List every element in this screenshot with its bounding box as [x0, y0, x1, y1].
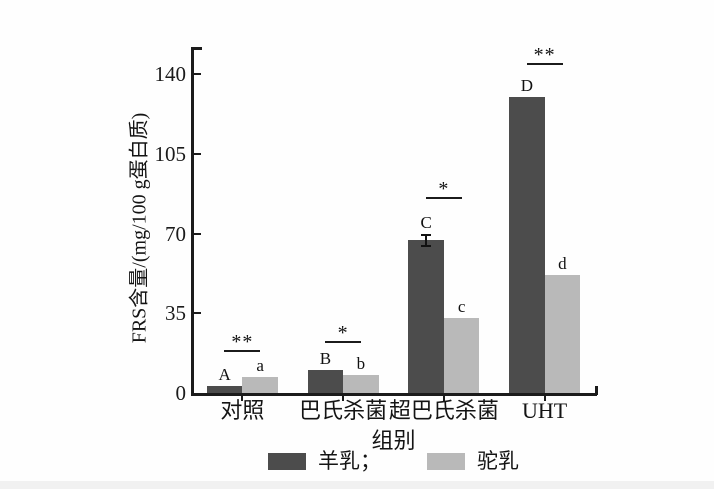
legend-label-goat-milk: 羊乳；	[318, 449, 381, 473]
bar-驼乳-UHT	[544, 274, 581, 393]
legend-label-camel-milk: 驼乳	[477, 449, 519, 473]
bar-letter-C: C	[420, 212, 432, 232]
bar-羊乳-UHT	[509, 96, 545, 393]
significance-marker: *	[438, 178, 450, 201]
bar-letter-D: D	[520, 75, 534, 95]
y-axis-end-cap	[191, 47, 202, 50]
error-bar-stem	[425, 233, 428, 248]
legend-entry-camel-milk: 驼乳	[427, 451, 519, 472]
error-bar-cap-bottom	[421, 245, 432, 248]
y-tick-label: 105	[154, 141, 187, 166]
bar-letter-B: B	[319, 349, 332, 369]
bar-letter-c: c	[457, 296, 466, 316]
x-category-label: UHT	[522, 398, 568, 423]
y-tick	[193, 232, 201, 235]
x-tick	[241, 395, 244, 401]
x-category-label: 巴氏杀菌	[299, 398, 388, 423]
y-tick	[193, 73, 201, 75]
bar-羊乳-对照	[206, 386, 243, 393]
x-tick	[543, 395, 546, 401]
y-tick-label: 35	[165, 301, 186, 326]
x-category-label: 超巴氏杀菌	[388, 398, 499, 423]
bar-letter-a: a	[256, 356, 264, 376]
x-axis-title: 组别	[371, 428, 416, 453]
y-axis-line	[191, 47, 194, 396]
bar-羊乳-超巴氏杀菌	[408, 240, 444, 393]
significance-marker: *	[337, 321, 349, 344]
legend: 羊乳； 驼乳	[192, 451, 595, 472]
y-tick-label: 70	[165, 221, 186, 246]
x-tick	[342, 395, 345, 401]
significance-line	[224, 349, 261, 352]
significance-line	[425, 197, 462, 200]
x-axis-end-cap	[595, 386, 598, 395]
bar-letter-b: b	[356, 353, 366, 373]
significance-line	[526, 62, 563, 65]
y-tick	[193, 312, 201, 315]
x-tick	[442, 395, 445, 401]
error-bar-cap-top	[421, 233, 432, 236]
bar-驼乳-对照	[242, 377, 278, 393]
bar-letter-A: A	[218, 365, 231, 385]
scan-edge	[0, 481, 714, 489]
y-tick	[193, 152, 201, 155]
camel-milk-swatch	[427, 453, 465, 470]
bar-驼乳-超巴氏杀菌	[443, 317, 480, 393]
bar-羊乳-巴氏杀菌	[307, 370, 344, 393]
bar-驼乳-巴氏杀菌	[343, 374, 379, 393]
legend-entry-goat-milk: 羊乳；	[268, 451, 381, 472]
significance-line	[325, 340, 362, 343]
y-axis-title: FRS含量/(mg/100 g蛋白质)	[128, 112, 151, 344]
significance-marker: **	[533, 43, 556, 66]
x-axis-line	[191, 393, 597, 396]
y-tick-label: 140	[154, 62, 187, 86]
goat-milk-swatch	[268, 453, 306, 470]
y-tick-label: 0	[175, 381, 187, 405]
x-category-label: 对照	[220, 398, 265, 423]
significance-marker: **	[231, 330, 254, 353]
bar-letter-d: d	[558, 253, 567, 273]
